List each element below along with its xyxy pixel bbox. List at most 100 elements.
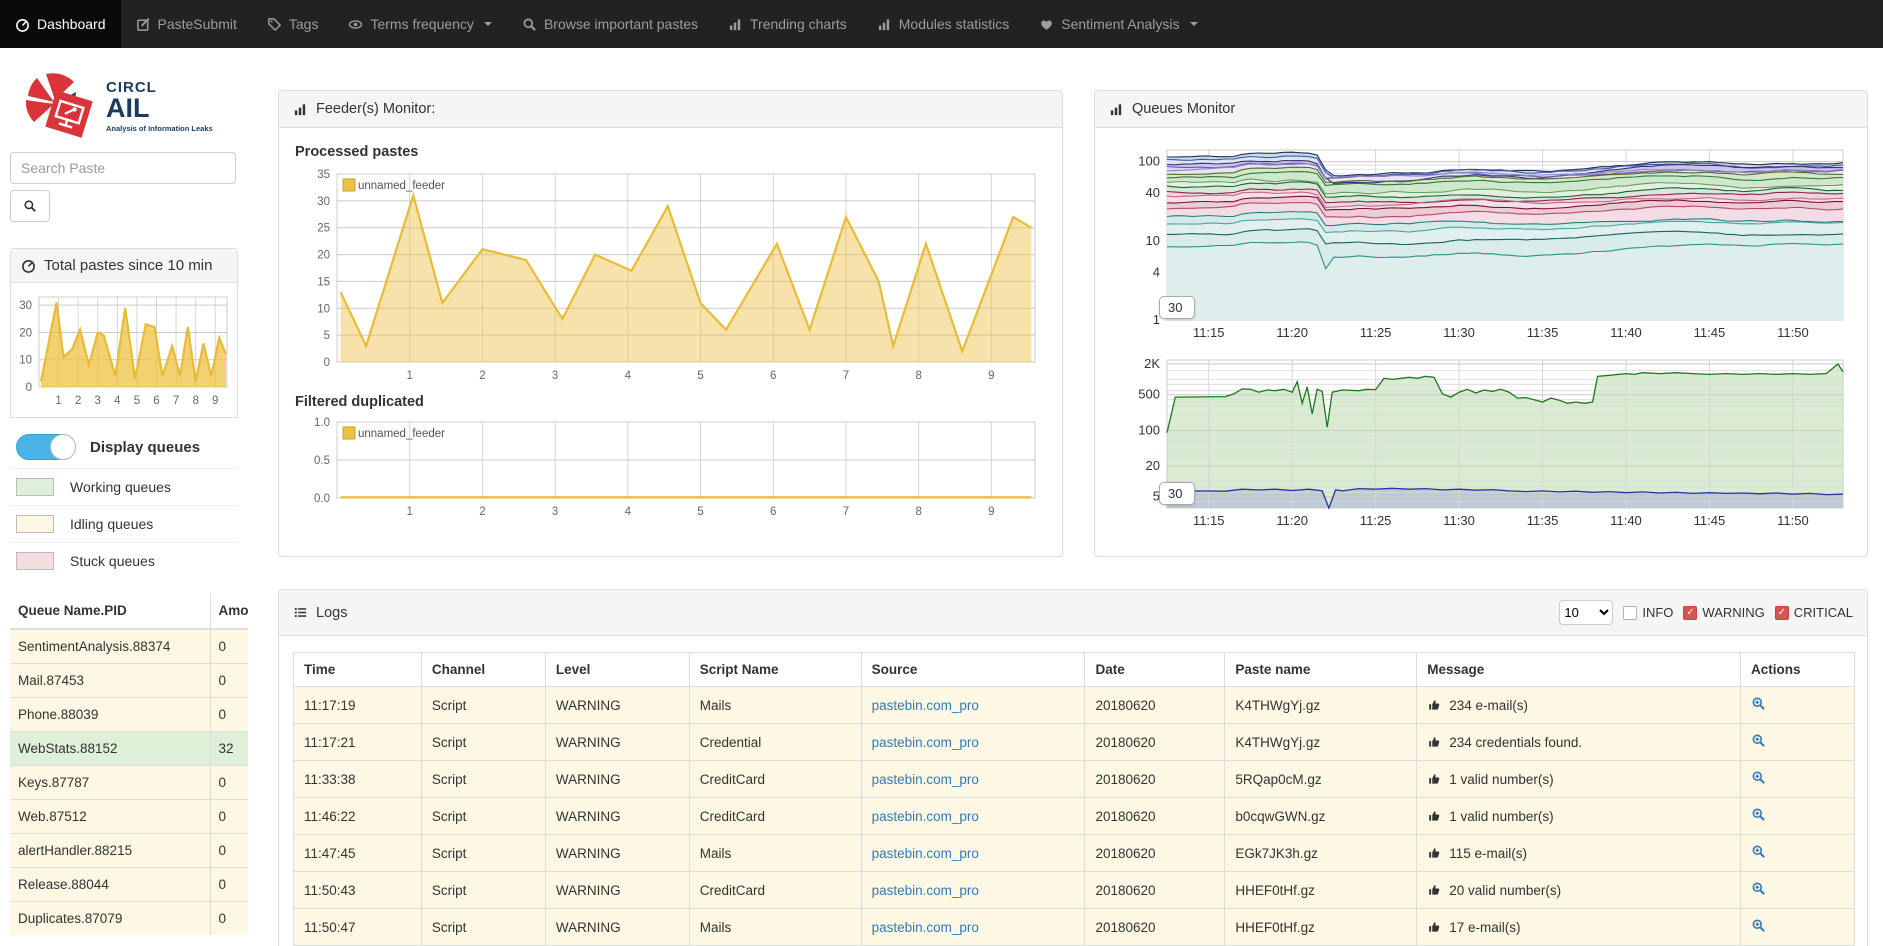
view-paste-button[interactable] (1751, 844, 1766, 859)
log-channel: Script (421, 872, 545, 909)
view-paste-button[interactable] (1751, 881, 1766, 896)
svg-text:8: 8 (192, 395, 198, 407)
log-source-link[interactable]: pastebin.com_pro (872, 772, 979, 787)
svg-text:2: 2 (479, 370, 485, 382)
svg-text:0.0: 0.0 (314, 493, 330, 505)
filter-warning[interactable]: ✓WARNING (1683, 605, 1764, 620)
queue-row: Duplicates.870790 (10, 902, 248, 936)
log-date: 20180620 (1085, 835, 1225, 872)
queues-top-window-input[interactable]: 30 (1159, 296, 1195, 319)
view-paste-button[interactable] (1751, 807, 1766, 822)
queue-amount: 32 (210, 732, 248, 766)
svg-text:4: 4 (114, 395, 121, 407)
svg-text:9: 9 (212, 395, 218, 407)
edit-icon (136, 17, 151, 32)
search-input[interactable] (10, 152, 236, 184)
logs-header-channel: Channel (421, 653, 545, 687)
queues-bottom-window-input[interactable]: 30 (1159, 482, 1195, 505)
log-time: 11:46:22 (294, 798, 422, 835)
display-queues-toggle[interactable] (16, 434, 76, 460)
svg-text:6: 6 (770, 370, 776, 382)
nav-item-sentiment-analysis[interactable]: Sentiment Analysis (1024, 0, 1212, 48)
main-content: Feeder(s) Monitor: Processed pastes unna… (248, 48, 1883, 946)
nav-item-browse-important-pastes[interactable]: Browse important pastes (507, 0, 713, 48)
log-source-link[interactable]: pastebin.com_pro (872, 846, 979, 861)
nav-item-dashboard[interactable]: Dashboard (0, 0, 121, 48)
search-icon (522, 17, 537, 32)
svg-text:30: 30 (317, 196, 330, 208)
filter-info[interactable]: INFO (1623, 605, 1673, 620)
feeder-panel-title: Feeder(s) Monitor: (316, 101, 435, 117)
svg-text:unnamed_feeder: unnamed_feeder (358, 428, 445, 440)
svg-text:11:25: 11:25 (1360, 325, 1392, 340)
log-source-link[interactable]: pastebin.com_pro (872, 698, 979, 713)
view-paste-button[interactable] (1751, 733, 1766, 748)
svg-text:11:45: 11:45 (1694, 513, 1726, 528)
log-channel: Script (421, 724, 545, 761)
log-time: 11:33:38 (294, 761, 422, 798)
total-pastes-panel: Total pastes since 10 min 01020301234567… (10, 248, 238, 418)
queue-name: Release.88044 (10, 868, 210, 902)
svg-text:4: 4 (625, 506, 632, 518)
filter-critical[interactable]: ✓CRITICAL (1775, 605, 1853, 620)
log-source-link[interactable]: pastebin.com_pro (872, 809, 979, 824)
log-message: 234 credentials found. (1449, 735, 1582, 750)
queue-row: WebStats.8815232 (10, 732, 248, 766)
legend-swatch (16, 478, 54, 496)
logs-header-source: Source (861, 653, 1085, 687)
search-button[interactable] (10, 190, 50, 222)
svg-text:3: 3 (95, 395, 101, 407)
log-source-link[interactable]: pastebin.com_pro (872, 883, 979, 898)
queue-row: Mail.874530 (10, 664, 248, 698)
view-paste-button[interactable] (1751, 696, 1766, 711)
thumbs-up-icon (1427, 883, 1441, 897)
legend-label: Working queues (70, 479, 171, 495)
svg-text:10: 10 (19, 355, 32, 367)
log-level: WARNING (545, 761, 689, 798)
svg-text:11:50: 11:50 (1777, 513, 1809, 528)
svg-text:11:45: 11:45 (1694, 325, 1726, 340)
svg-text:4: 4 (1153, 264, 1160, 279)
nav-item-terms-frequency[interactable]: Terms frequency (333, 0, 506, 48)
view-paste-button[interactable] (1751, 918, 1766, 933)
queue-amount: 0 (210, 664, 248, 698)
nav-item-pastesubmit[interactable]: PasteSubmit (121, 0, 252, 48)
log-channel: Script (421, 798, 545, 835)
processed-pastes-heading: Processed pastes (295, 144, 1048, 160)
logs-panel: Logs 10 INFO✓WARNING✓CRITICAL TimeChanne… (278, 589, 1868, 946)
legend-label: Idling queues (70, 516, 153, 532)
nav-item-tags[interactable]: Tags (252, 0, 334, 48)
queue-name: Phone.88039 (10, 698, 210, 732)
log-script: Mails (689, 909, 861, 946)
svg-text:9: 9 (988, 370, 994, 382)
svg-text:11:15: 11:15 (1193, 325, 1225, 340)
view-paste-button[interactable] (1751, 770, 1766, 785)
log-source-link[interactable]: pastebin.com_pro (872, 735, 979, 750)
svg-text:20: 20 (19, 327, 32, 339)
svg-text:5: 5 (697, 506, 703, 518)
svg-text:15: 15 (317, 276, 330, 288)
logs-page-size-select[interactable]: 10 (1559, 600, 1613, 625)
svg-text:100: 100 (1138, 154, 1160, 169)
log-script: Credential (689, 724, 861, 761)
svg-text:1: 1 (407, 370, 413, 382)
log-time: 11:17:19 (294, 687, 422, 724)
log-script: CreditCard (689, 761, 861, 798)
svg-text:11:30: 11:30 (1443, 325, 1475, 340)
nav-item-trending-charts[interactable]: Trending charts (713, 0, 862, 48)
svg-text:25: 25 (317, 223, 330, 235)
queue-name: Mail.87453 (10, 664, 210, 698)
svg-text:10: 10 (317, 303, 330, 315)
queue-row: SentimentAnalysis.883740 (10, 629, 248, 664)
svg-text:5: 5 (697, 370, 703, 382)
nav-item-modules-statistics[interactable]: Modules statistics (862, 0, 1024, 48)
queue-row: Phone.880390 (10, 698, 248, 732)
svg-text:1: 1 (407, 506, 413, 518)
legend-row-working-queues: Working queues (10, 468, 238, 505)
queue-name: WebStats.88152 (10, 732, 210, 766)
log-date: 20180620 (1085, 798, 1225, 835)
list-icon (293, 605, 308, 620)
log-source-link[interactable]: pastebin.com_pro (872, 920, 979, 935)
logs-header-message: Message (1417, 653, 1741, 687)
log-level: WARNING (545, 872, 689, 909)
